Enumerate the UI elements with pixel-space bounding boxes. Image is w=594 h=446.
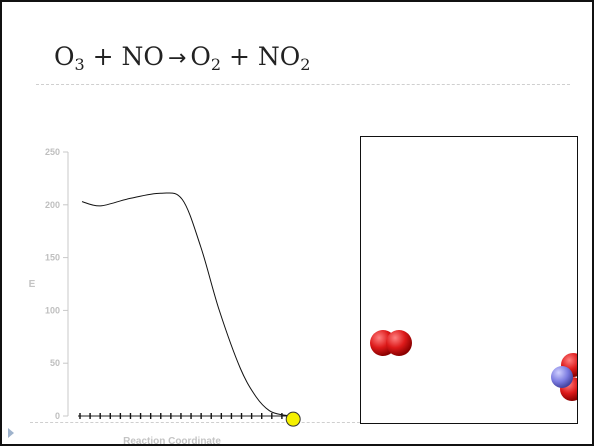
reaction-progress-marker[interactable] — [285, 411, 301, 427]
nitrogen-dioxide-molecule — [551, 353, 577, 401]
product-oxygen: O2 — [190, 42, 222, 74]
energy-diagram: 0 50 100 150 200 250 E Reaction Coordinate — [29, 147, 301, 444]
y-tick-label: 250 — [45, 147, 60, 157]
x-axis-label: Reaction Coordinate — [123, 436, 221, 444]
y-tick-label: 50 — [50, 358, 60, 368]
reactant-nitric-oxide: NO — [121, 42, 164, 71]
energy-curve — [81, 192, 294, 417]
y-tick-label: 150 — [45, 253, 60, 263]
oxygen-atom — [386, 330, 412, 356]
molecule-view — [370, 330, 577, 401]
y-tick-label: 100 — [45, 305, 60, 315]
y-tick-label: 0 — [55, 411, 60, 421]
product-nitrogen-dioxide: NO2 — [257, 42, 311, 74]
plus-sign: + — [84, 42, 122, 71]
x-ticks — [78, 413, 294, 419]
reaction-equation: O3 + NO → O2 + NO2 — [54, 42, 310, 74]
reactant-ozone: O3 — [54, 42, 85, 74]
oxygen-molecule — [370, 330, 412, 356]
title-divider — [36, 84, 570, 85]
molecule-animation-panel — [360, 136, 578, 424]
y-ticks: 0 50 100 150 200 250 — [45, 147, 68, 421]
y-tick-label: 200 — [45, 200, 60, 210]
nitrogen-atom — [551, 366, 573, 388]
y-axis-label: E — [29, 279, 36, 290]
footer-divider — [30, 422, 360, 423]
bullet-triangle-icon — [8, 428, 14, 438]
plus-sign: + — [221, 42, 258, 71]
reaction-arrow: → — [167, 46, 187, 71]
